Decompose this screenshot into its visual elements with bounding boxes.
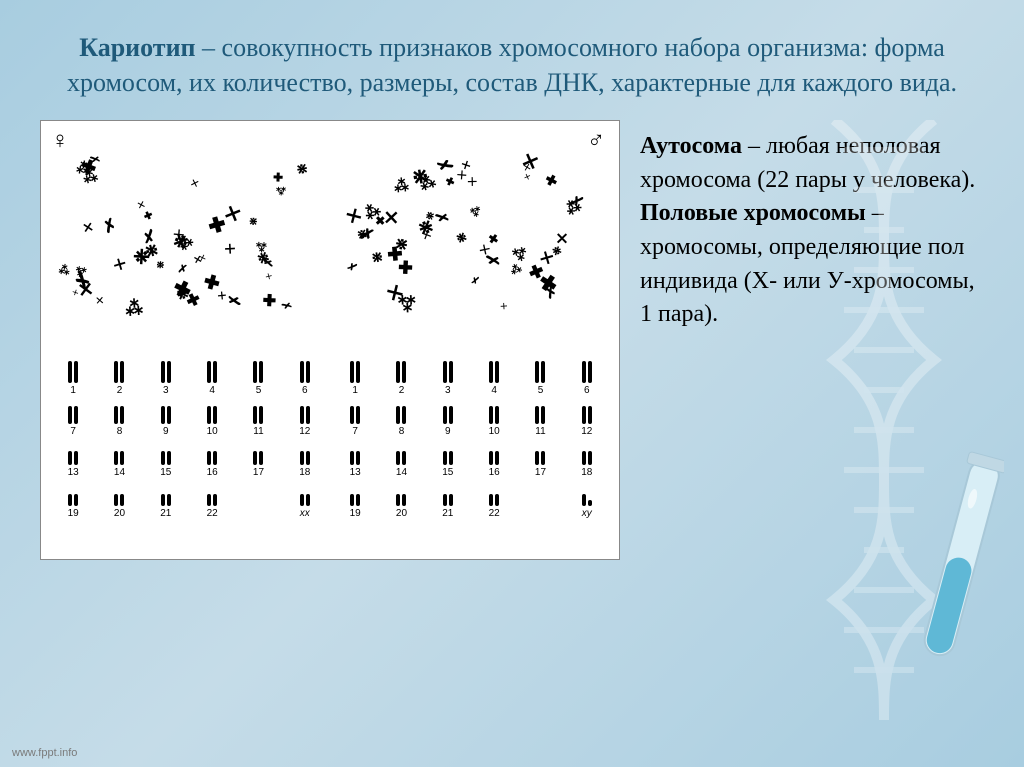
chromosome-pair: 15: [434, 443, 462, 478]
chromosome-pair: 18: [291, 443, 319, 478]
chromosome-pair: 22: [480, 484, 508, 519]
chromosome-pair: 8: [387, 402, 415, 437]
chromosome-pair: [526, 484, 554, 519]
chromosome-pair: 9: [434, 402, 462, 437]
chromosome-pair: xy: [573, 484, 601, 519]
chromosome-pair: 22: [198, 484, 226, 519]
karyotype-figure: ♀ ♂ ✖✗⋇⁂×⨯✖✗⋇⁂×⨯✖✗⋇⁂×⨯✖✗⋇⁂×⨯✖✗⋇⁂×⨯✖✗⋇⁂×⨯…: [40, 120, 620, 560]
sexchrom-term: Половые хромосомы: [640, 200, 866, 226]
chromosome-pair: 3: [152, 361, 180, 396]
chromosome-pair: 13: [341, 443, 369, 478]
title-definition: – совокупность признаков хромосомного на…: [67, 33, 957, 97]
chromosome-pair: 7: [341, 402, 369, 437]
autosome-term: Аутосома: [640, 133, 742, 159]
chromosome-pair: 17: [244, 443, 272, 478]
chromosome-pair: 21: [152, 484, 180, 519]
definitions-text: Аутосома – любая неполовая хромосома (22…: [640, 120, 984, 560]
karyogram-female: 12345678910111213141516171819202122xx: [59, 361, 319, 525]
chromosome-pair: [244, 484, 272, 519]
chromosome-pair: 1: [59, 361, 87, 396]
chromosome-pair: 7: [59, 402, 87, 437]
chromosome-pair: 2: [387, 361, 415, 396]
slide-title: Кариотип – совокупность признаков хромос…: [42, 30, 982, 100]
title-term: Кариотип: [79, 33, 195, 62]
chromosome-pair: xx: [291, 484, 319, 519]
chromosome-pair: 11: [244, 402, 272, 437]
chromosome-pair: 13: [59, 443, 87, 478]
chromosome-pair: 14: [387, 443, 415, 478]
chromosome-pair: 12: [291, 402, 319, 437]
footer-url: www.fppt.info: [12, 747, 77, 759]
chromosome-pair: 19: [59, 484, 87, 519]
chromosome-pair: 9: [152, 402, 180, 437]
chromosome-pair: 18: [573, 443, 601, 478]
chromosome-pair: 12: [573, 402, 601, 437]
chromosome-pair: 17: [526, 443, 554, 478]
chromosome-pair: 10: [480, 402, 508, 437]
chromosome-pair: 2: [105, 361, 133, 396]
chromosome-pair: 6: [573, 361, 601, 396]
metaphase-spread-male: ✖✗⋇⁂×⨯✖✗⋇⁂×⨯✖✗⋇⁂×⨯✖✗⋇⁂×⨯✖✗⋇⁂×⨯✖✗⋇⁂×⨯✖✗⋇⁂…: [341, 151, 601, 321]
chromosome-pair: 16: [480, 443, 508, 478]
chromosome-pair: 3: [434, 361, 462, 396]
chromosome-pair: 19: [341, 484, 369, 519]
chromosome-pair: 14: [105, 443, 133, 478]
chromosome-pair: 1: [341, 361, 369, 396]
chromosome-pair: 10: [198, 402, 226, 437]
chromosome-pair: 6: [291, 361, 319, 396]
chromosome-pair: 20: [105, 484, 133, 519]
chromosome-pair: 11: [526, 402, 554, 437]
chromosome-pair: 15: [152, 443, 180, 478]
chromosome-pair: 4: [480, 361, 508, 396]
content-row: ♀ ♂ ✖✗⋇⁂×⨯✖✗⋇⁂×⨯✖✗⋇⁂×⨯✖✗⋇⁂×⨯✖✗⋇⁂×⨯✖✗⋇⁂×⨯…: [40, 120, 984, 560]
chromosome-pair: 5: [244, 361, 272, 396]
chromosome-pair: 16: [198, 443, 226, 478]
chromosome-pair: 5: [526, 361, 554, 396]
chromosome-pair: 4: [198, 361, 226, 396]
chromosome-pair: 8: [105, 402, 133, 437]
chromosome-pair: 20: [387, 484, 415, 519]
slide: Кариотип – совокупность признаков хромос…: [0, 0, 1024, 767]
chromosome-pair: 21: [434, 484, 462, 519]
metaphase-spread-female: ✖✗⋇⁂×⨯✖✗⋇⁂×⨯✖✗⋇⁂×⨯✖✗⋇⁂×⨯✖✗⋇⁂×⨯✖✗⋇⁂×⨯✖✗⋇⁂…: [59, 151, 319, 321]
karyogram-male: 12345678910111213141516171819202122xy: [341, 361, 601, 525]
